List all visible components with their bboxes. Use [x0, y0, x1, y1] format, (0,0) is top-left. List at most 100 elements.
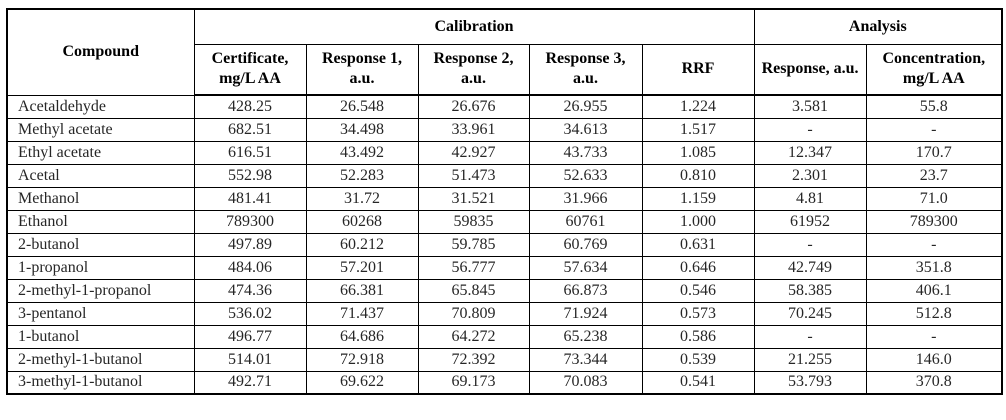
response1-cell: 60.212 [305, 232, 419, 257]
rrf-cell: 1.000 [641, 209, 755, 234]
response-cell: 12.347 [753, 140, 867, 165]
response2-cell: 69.173 [417, 370, 530, 395]
compound-cell: 1-propanol [6, 255, 195, 280]
response-cell: 61952 [753, 209, 867, 234]
table-header: Compound Calibration Analysis Certificat… [6, 8, 1003, 96]
response-cell: 53.793 [753, 370, 867, 395]
response2-cell: 70.809 [417, 301, 530, 326]
table-row: 2-methyl-1-butanol 514.01 72.918 72.392 73.3… [6, 347, 1003, 372]
table-row: 2-methyl-1-propanol 474.36 66.381 65.845 66.… [6, 278, 1003, 303]
column-header-response1: Response 1, a.u. [305, 43, 419, 96]
certificate-cell: 428.25 [193, 94, 307, 119]
concentration-cell: 370.8 [865, 370, 1003, 395]
table-row: 2-butanol 497.89 60.212 59.785 60.769 0.631- - [6, 232, 1003, 257]
certificate-cell: 514.01 [193, 347, 307, 372]
certificate-cell: 789300 [193, 209, 307, 234]
rrf-cell: 1.159 [641, 186, 755, 211]
compound-cell: 1-butanol [6, 324, 195, 349]
response3-cell: 60761 [528, 209, 643, 234]
response1-cell: 60268 [305, 209, 419, 234]
rrf-cell: 1.224 [641, 94, 755, 119]
response2-cell: 56.777 [417, 255, 530, 280]
table-row: Ethanol 789300 60268 59835 60761 1.000 61952 78… [6, 209, 1003, 234]
response1-cell: 66.381 [305, 278, 419, 303]
concentration-cell: 789300 [865, 209, 1003, 234]
certificate-cell: 682.51 [193, 117, 307, 142]
column-header-analysis-response: Response, a.u. [753, 43, 867, 96]
certificate-cell: 616.51 [193, 140, 307, 165]
response3-cell: 26.955 [528, 94, 643, 119]
response3-cell: 70.083 [528, 370, 643, 395]
column-group-analysis: Analysis [753, 8, 1003, 45]
response-cell: 70.245 [753, 301, 867, 326]
concentration-cell: 351.8 [865, 255, 1003, 280]
rrf-cell: 0.546 [641, 278, 755, 303]
response2-cell: 31.521 [417, 186, 530, 211]
compound-cell: 3-pentanol [6, 301, 195, 326]
compound-cell: Acetal [6, 163, 195, 188]
header-sub-row: Certificate, mg/L AA Response 1, a.u. Re… [7, 43, 1003, 96]
table-row: Methanol 481.41 31.72 31.521 31.966 1.159 4.81… [6, 186, 1003, 211]
table-row: Methyl acetate 682.51 34.498 33.961 34.613 1.… [6, 117, 1003, 142]
rrf-cell: 0.631 [641, 232, 755, 257]
table-row: Acetal 552.98 52.283 51.473 52.633 0.810 2.301… [6, 163, 1003, 188]
certificate-cell: 496.77 [193, 324, 307, 349]
response2-cell: 42.927 [417, 140, 530, 165]
rrf-cell: 0.541 [641, 370, 755, 395]
concentration-cell: 146.0 [865, 347, 1003, 372]
table-row: Ethyl acetate 616.51 43.492 42.927 43.733 1.0… [6, 140, 1003, 165]
column-header-response2: Response 2, a.u. [417, 43, 530, 96]
response-cell: - [753, 324, 867, 349]
compound-cell: Acetaldehyde [6, 94, 195, 119]
response2-cell: 33.961 [417, 117, 530, 142]
concentration-cell: 406.1 [865, 278, 1003, 303]
response3-cell: 43.733 [528, 140, 643, 165]
rrf-cell: 1.517 [641, 117, 755, 142]
compound-cell: 2-methyl-1-propanol [6, 278, 195, 303]
rrf-cell: 1.085 [641, 140, 755, 165]
response2-cell: 65.845 [417, 278, 530, 303]
response1-cell: 69.622 [305, 370, 419, 395]
calibration-analysis-table: Compound Calibration Analysis Certificat… [6, 8, 1004, 395]
response1-cell: 43.492 [305, 140, 419, 165]
concentration-cell: 55.8 [865, 94, 1003, 119]
response1-cell: 64.686 [305, 324, 419, 349]
response2-cell: 59.785 [417, 232, 530, 257]
response1-cell: 31.72 [305, 186, 419, 211]
response1-cell: 71.437 [305, 301, 419, 326]
concentration-cell: 170.7 [865, 140, 1003, 165]
response2-cell: 51.473 [417, 163, 530, 188]
response1-cell: 34.498 [305, 117, 419, 142]
response3-cell: 66.873 [528, 278, 643, 303]
column-header-response3: Response 3, a.u. [528, 43, 643, 96]
response3-cell: 57.634 [528, 255, 643, 280]
column-header-compound: Compound [6, 8, 195, 96]
rrf-cell: 0.646 [641, 255, 755, 280]
certificate-cell: 497.89 [193, 232, 307, 257]
response1-cell: 57.201 [305, 255, 419, 280]
column-header-certificate: Certificate, mg/L AA [193, 43, 307, 96]
concentration-cell: 512.8 [865, 301, 1003, 326]
certificate-cell: 484.06 [193, 255, 307, 280]
certificate-cell: 492.71 [193, 370, 307, 395]
table-row: Acetaldehyde 428.25 26.548 26.676 26.955 1.22… [6, 94, 1003, 119]
table-row: 3-pentanol 536.02 71.437 70.809 71.924 0.573 7… [6, 301, 1003, 326]
response-cell: 2.301 [753, 163, 867, 188]
compound-cell: Ethanol [6, 209, 195, 234]
compound-cell: 3-methyl-1-butanol [6, 370, 195, 395]
rrf-cell: 0.810 [641, 163, 755, 188]
response3-cell: 31.966 [528, 186, 643, 211]
rrf-cell: 0.539 [641, 347, 755, 372]
response3-cell: 52.633 [528, 163, 643, 188]
concentration-cell: 71.0 [865, 186, 1003, 211]
response3-cell: 65.238 [528, 324, 643, 349]
rrf-cell: 0.573 [641, 301, 755, 326]
response2-cell: 72.392 [417, 347, 530, 372]
compound-cell: 2-methyl-1-butanol [6, 347, 195, 372]
rrf-cell: 0.586 [641, 324, 755, 349]
column-group-calibration: Calibration [193, 8, 755, 45]
table-body: Acetaldehyde 428.25 26.548 26.676 26.955 1.22… [6, 94, 1003, 395]
concentration-cell: - [865, 117, 1003, 142]
response-cell: 21.255 [753, 347, 867, 372]
response3-cell: 60.769 [528, 232, 643, 257]
